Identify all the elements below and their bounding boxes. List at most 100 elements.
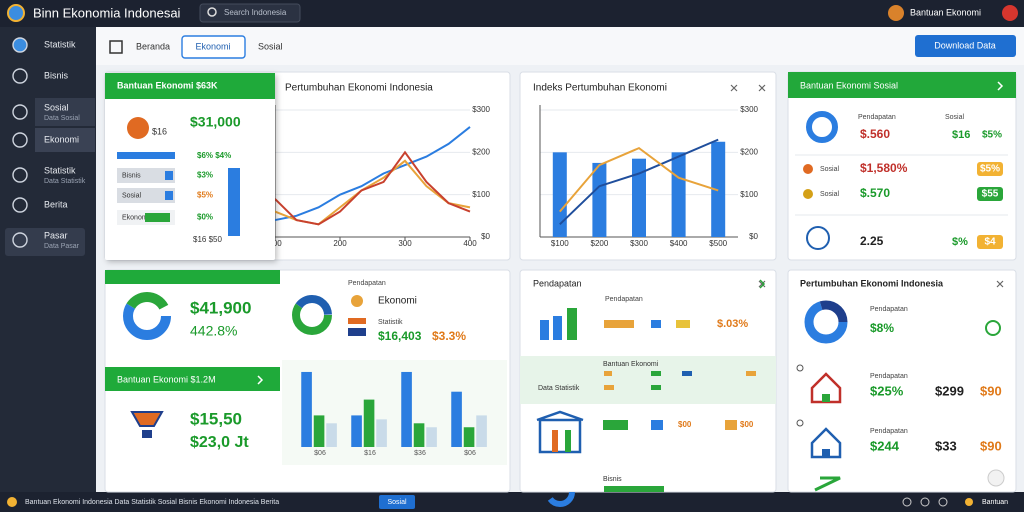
mini-bar xyxy=(651,320,661,328)
row-bar xyxy=(165,171,173,180)
sidebar-subitem: Data Pasar xyxy=(44,243,80,250)
toolbar xyxy=(96,27,1024,65)
chart-bg xyxy=(282,360,507,465)
y-tick-label: $200 xyxy=(472,147,490,156)
bar xyxy=(426,427,437,447)
status-icon[interactable] xyxy=(920,497,930,507)
status-badge-label: Sosial xyxy=(387,499,407,506)
x-tick-label: 400 xyxy=(463,239,477,248)
chevron[interactable] xyxy=(997,81,1004,91)
donut xyxy=(292,295,332,335)
search-box[interactable] xyxy=(199,3,301,23)
row-bg xyxy=(117,188,175,203)
mini-bar xyxy=(603,420,628,430)
building-door xyxy=(552,430,558,452)
chevron[interactable] xyxy=(759,279,766,289)
bar xyxy=(413,423,425,447)
chevron[interactable] xyxy=(257,375,264,385)
sidebar-item[interactable]: Statistik xyxy=(44,39,76,49)
status-icon[interactable] xyxy=(938,497,948,507)
sidebar-item[interactable]: Pasar xyxy=(44,230,68,240)
y-tick-label: $300 xyxy=(472,105,490,114)
status-bar xyxy=(0,492,1024,512)
card-subvalue: $16 xyxy=(152,126,167,136)
close-icon[interactable] xyxy=(758,280,766,288)
row-value: $244 xyxy=(870,438,900,453)
sidebar-icon xyxy=(12,37,28,53)
card-row-value: $5% xyxy=(197,191,213,200)
row-value: $00 xyxy=(678,420,692,429)
house-icon xyxy=(810,372,842,404)
x-tick-label: $500 xyxy=(709,239,727,248)
column-header: Pendapatan xyxy=(858,114,896,121)
app-title: Binn Ekonomia Indonesai xyxy=(33,5,181,20)
tab[interactable]: Beranda xyxy=(136,41,170,51)
row-label: Pendapatan xyxy=(870,428,908,435)
card-row-value: $3% xyxy=(197,171,213,180)
overlay-card xyxy=(105,73,275,260)
sidebar-item[interactable]: Berita xyxy=(44,199,68,209)
bar xyxy=(671,152,686,237)
scroll-button[interactable] xyxy=(987,469,1005,487)
card-bar xyxy=(228,168,240,236)
badge xyxy=(977,235,1003,249)
line-series xyxy=(274,126,471,222)
row-value: $.560 xyxy=(860,127,890,141)
card-row-value: $0% xyxy=(197,213,213,222)
donut xyxy=(804,300,848,344)
chart-title: Indeks Pertumbuhan Ekonomi xyxy=(533,83,667,94)
kpi-value: $41,900 xyxy=(190,298,251,317)
panel-subtitle: Pendapatan xyxy=(605,296,643,303)
x-tick-label: $16 xyxy=(364,450,376,457)
status-icon[interactable] xyxy=(902,497,912,507)
x-tick-label: 300 xyxy=(398,239,412,248)
x-tick-label: $06 xyxy=(314,450,326,457)
sidebar-item[interactable]: Sosial xyxy=(44,102,69,112)
bar xyxy=(376,419,387,447)
progress xyxy=(117,152,175,159)
sidebar-active xyxy=(35,98,95,126)
sidebar-icon xyxy=(12,197,28,213)
close-icon[interactable] xyxy=(730,84,738,92)
tab[interactable]: Sosial xyxy=(258,41,283,51)
card-row-label: Bisnis xyxy=(122,172,141,179)
close-icon[interactable] xyxy=(996,280,1004,288)
mini-bar xyxy=(604,371,612,376)
sidebar-item[interactable]: Statistik xyxy=(44,165,76,175)
sidebar-subitem: Data Statistik xyxy=(44,178,86,185)
mini-bar xyxy=(604,320,634,328)
download-button-label[interactable]: Download Data xyxy=(934,40,996,50)
status-text: Bantuan Ekonomi Indonesia Data Statistik… xyxy=(25,499,279,506)
tab-active[interactable] xyxy=(181,35,246,59)
badge xyxy=(977,162,1003,176)
status-right: Bantuan xyxy=(982,499,1008,506)
donut-icon xyxy=(806,111,838,143)
small-icon xyxy=(803,189,813,199)
search-input[interactable]: Search Indonesia xyxy=(224,8,287,17)
column-header: Sosial xyxy=(945,114,965,121)
y-tick-label: $0 xyxy=(481,232,490,241)
tab[interactable]: Ekonomi xyxy=(195,41,230,51)
sidebar-item[interactable]: Bisnis xyxy=(44,70,69,80)
close-icon[interactable] xyxy=(758,84,766,92)
mini-bar xyxy=(651,420,663,430)
download-button[interactable] xyxy=(915,35,1016,57)
mini-bar xyxy=(651,371,661,376)
card-row-label: Sosial xyxy=(122,192,142,199)
round-icon xyxy=(806,226,830,250)
mini-bar xyxy=(540,320,549,340)
row-value: 2.25 xyxy=(860,234,884,248)
card-header xyxy=(105,73,275,99)
row-label: Bisnis xyxy=(603,476,622,483)
row-bg xyxy=(117,168,175,183)
panel-header xyxy=(788,72,1016,98)
sidebar xyxy=(0,27,96,492)
bar xyxy=(313,415,325,447)
sidebar-icon xyxy=(12,232,28,248)
row-value: $299 xyxy=(935,383,964,398)
badge xyxy=(977,187,1003,201)
bar xyxy=(363,399,375,447)
sidebar-item[interactable]: Ekonomi xyxy=(44,134,79,144)
status-ring xyxy=(985,320,1001,336)
panel-subtitle: Pendapatan xyxy=(870,306,908,313)
